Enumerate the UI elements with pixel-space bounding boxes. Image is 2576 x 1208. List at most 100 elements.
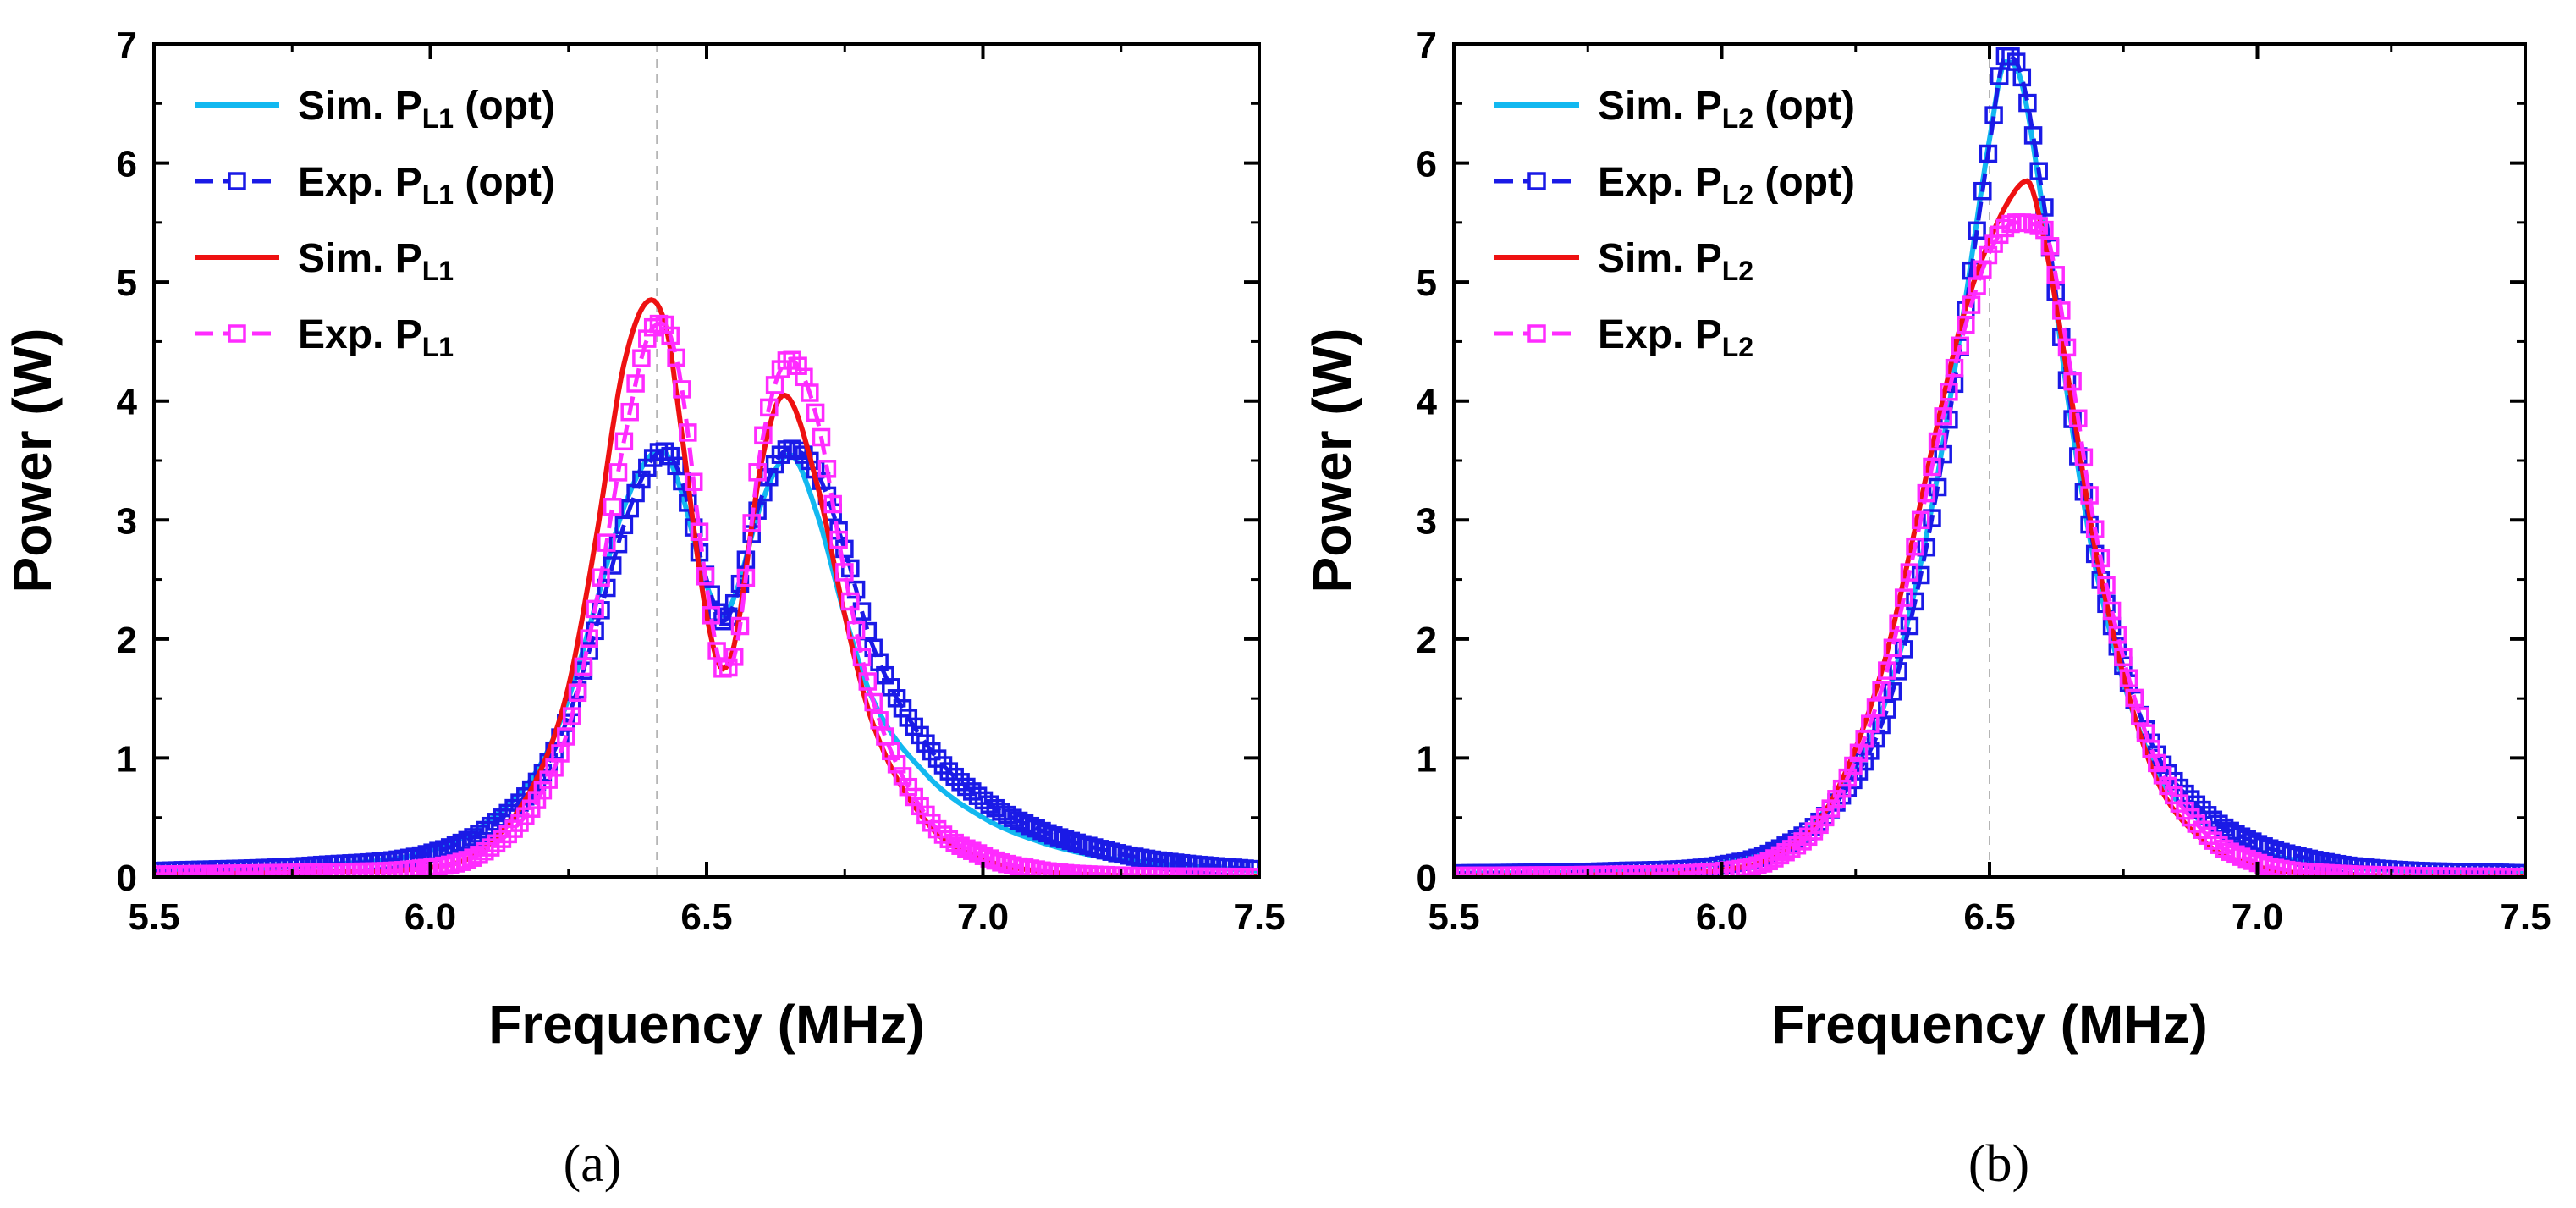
panel-b-series-3-point bbox=[1889, 614, 1907, 633]
panel-b-series-3-point bbox=[1742, 858, 1762, 876]
panel-b-x-axis-title: Frequency (MHz) bbox=[1771, 994, 2208, 1055]
panel-b-series-3-point bbox=[1928, 432, 1947, 451]
panel-a-series-3-point bbox=[493, 830, 512, 848]
panel-a-x-tick-label: 5.5 bbox=[128, 896, 179, 938]
panel-a-series-1-point bbox=[713, 611, 732, 631]
panel-b-series-1-point bbox=[1911, 565, 1930, 585]
panel-b-series-1-point bbox=[1990, 67, 2009, 85]
panel-b-series-1-point bbox=[1968, 221, 1986, 240]
panel-a-series-3-point bbox=[557, 727, 575, 746]
panel-a-series-3-point bbox=[504, 819, 523, 838]
panel-a-series-3-point bbox=[568, 683, 587, 703]
panel-b-series-3-point bbox=[1940, 383, 1958, 401]
panel-a-series-3-point bbox=[1247, 868, 1259, 877]
panel-b-series-3-point bbox=[2513, 868, 2525, 877]
panel-a-series-1-point bbox=[603, 556, 622, 575]
panel-a-series-3-point bbox=[690, 522, 709, 541]
panel-a-series-1-point bbox=[608, 534, 628, 554]
panel-b-x-tick-label: 5.5 bbox=[1428, 896, 1479, 938]
panel-a-series-3-point bbox=[667, 348, 685, 367]
panel-b-series-1-point bbox=[2237, 830, 2256, 848]
panel-a-series-3-point bbox=[655, 315, 674, 334]
panel-b-series-1-point bbox=[1878, 700, 1896, 719]
panel-a-x-axis-title: Frequency (MHz) bbox=[488, 994, 925, 1055]
panel-b-series-3-point bbox=[1894, 588, 1913, 607]
panel-a-series-3-point bbox=[945, 833, 964, 852]
panel-b-series-3-point bbox=[2108, 626, 2127, 644]
panel-b-series-3-point bbox=[2153, 766, 2172, 785]
panel-a-series-3-point bbox=[724, 648, 744, 666]
panel-b-series-3-point bbox=[1866, 698, 1885, 717]
panel-b-series-3-point bbox=[2046, 266, 2065, 284]
panel-a-series-3-point bbox=[586, 599, 604, 619]
panel-b-series-3-point bbox=[1748, 856, 1767, 874]
panel-b-series-3-point bbox=[2237, 849, 2256, 869]
panel-b-series-3-point bbox=[1878, 661, 1896, 680]
panel-a-series-3-point bbox=[963, 841, 982, 860]
panel-b-series-3-point bbox=[1957, 315, 1975, 334]
panel-b-series-3-point bbox=[2069, 409, 2088, 428]
panel-a-series-3-point bbox=[696, 567, 715, 586]
panel-a-series-3-point bbox=[893, 767, 912, 786]
panel-a-series-3-point bbox=[812, 427, 831, 447]
panel-b-series-3-point bbox=[2023, 214, 2043, 234]
panel-a-series-3-point bbox=[852, 648, 872, 667]
panel-a-series-1-point bbox=[1032, 821, 1051, 841]
panel-a-legend-label-3: Exp. PL1 bbox=[298, 312, 454, 362]
panel-b-series-3-point bbox=[2063, 372, 2082, 391]
panel-a-y-tick-label: 7 bbox=[117, 25, 137, 66]
panel-a-series-1-point bbox=[632, 470, 651, 489]
panel-a-x-tick-label: 6.0 bbox=[405, 896, 456, 938]
panel-a-series-3-point bbox=[458, 851, 477, 869]
panel-b-series-3-point bbox=[2114, 648, 2133, 667]
panel-a-series-3-point bbox=[551, 744, 570, 763]
panel-a-series-3-point bbox=[957, 839, 976, 858]
panel-a-series-1-point bbox=[655, 442, 674, 461]
panel-a-chart: 5.5 6.0 6.5 7.0 7.5 0 1 2 3 4 5 6 7 Frequency (MHz) Po… bbox=[2, 25, 1285, 1055]
panel-a-series-3-point bbox=[643, 317, 663, 337]
panel-a-y-tick-label: 1 bbox=[117, 738, 137, 780]
panel-a-series-1-point bbox=[1021, 816, 1040, 836]
panel-b-y-tick-label: 1 bbox=[1417, 738, 1437, 780]
panel-b-x-tick-label: 7.5 bbox=[2499, 896, 2551, 938]
panel-b-legend-marker-3 bbox=[1527, 324, 1546, 343]
panel-a-series-3-point bbox=[858, 672, 878, 691]
panel-b-series-3-point bbox=[2187, 814, 2206, 833]
panel-b-legend-marker-1 bbox=[1527, 172, 1546, 190]
panel-a-series-1-point bbox=[597, 578, 616, 598]
panel-a-series-1-point bbox=[730, 574, 750, 593]
panel-a-series-1-point bbox=[1044, 826, 1063, 845]
panel-a-y-tick-label: 2 bbox=[117, 620, 137, 661]
panel-a-series-1-point bbox=[876, 665, 894, 685]
panel-a-series-3-point bbox=[632, 349, 651, 367]
panel-a-plot-area bbox=[154, 297, 1259, 877]
panel-a-series-1-point bbox=[841, 559, 860, 578]
panel-b-chart: 5.5 6.0 6.5 7.0 7.5 0 1 2 3 4 5 6 7 Frequency (MHz) Po… bbox=[1302, 25, 2551, 1055]
panel-b-series-3-point bbox=[1906, 537, 1924, 556]
panel-a-series-3-point bbox=[562, 707, 581, 725]
panel-a-series-1-point bbox=[1027, 819, 1045, 838]
panel-a-y-tick-label: 4 bbox=[117, 382, 138, 423]
panel-b-series-3-point bbox=[2159, 776, 2177, 796]
panel-a-series-3-point bbox=[835, 563, 854, 582]
panel-a-series-3-point bbox=[789, 356, 807, 375]
panel-a-series-3-point bbox=[783, 350, 801, 370]
panel-a-series-3-point bbox=[597, 533, 616, 552]
panel-b-series-1-point bbox=[2181, 790, 2200, 808]
panel-b-series-3-point bbox=[1838, 768, 1858, 787]
panel-b-series-1-point bbox=[2232, 827, 2251, 846]
panel-b-series-1-point bbox=[1889, 662, 1907, 681]
panel-a-series-3-point bbox=[992, 853, 1010, 872]
panel-a-series-3-point bbox=[841, 592, 860, 611]
panel-a-x-tick-label: 7.0 bbox=[957, 896, 1009, 938]
panel-b-series-1-point bbox=[1917, 538, 1936, 557]
panel-b-series-1-point bbox=[1928, 477, 1947, 497]
panel-b-legend-label-1: Exp. PL2 (opt) bbox=[1598, 160, 1855, 210]
panel-a-series-3-point bbox=[452, 852, 471, 871]
panel-a-legend-label-1: Exp. PL1 (opt) bbox=[298, 160, 555, 210]
panel-a-series-3-point bbox=[673, 380, 691, 399]
panel-b-series-1-point bbox=[2243, 832, 2262, 851]
panel-a-series-1-point bbox=[1004, 808, 1022, 827]
panel-a-legend-label-0: Sim. PL1 (opt) bbox=[298, 84, 555, 134]
